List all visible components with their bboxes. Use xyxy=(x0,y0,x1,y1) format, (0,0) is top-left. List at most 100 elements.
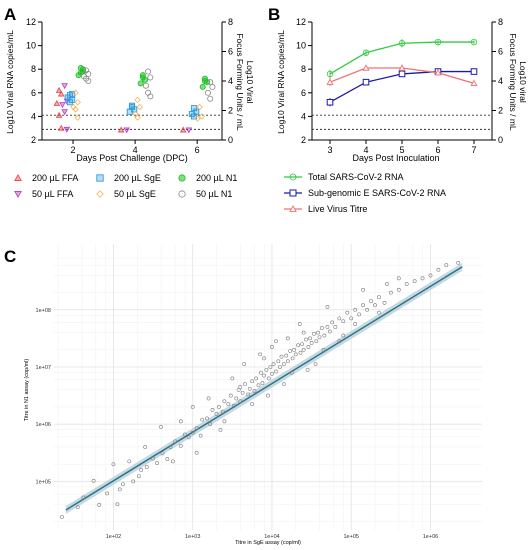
panel-a-y2-tick-label: 4 xyxy=(228,76,233,86)
panel-c-point xyxy=(292,347,297,352)
panel-c-point xyxy=(232,403,236,408)
panel-a-point xyxy=(194,115,201,122)
panel-b-y-tick-label: 8 xyxy=(301,64,306,74)
panel-c-x-tick-label: 1e+03 xyxy=(185,534,200,540)
panel-c-point xyxy=(266,376,271,381)
panel-c-point xyxy=(313,362,318,367)
panel-c-point xyxy=(258,352,262,357)
panel-c-point xyxy=(314,339,319,344)
panel-c-marks xyxy=(60,260,463,519)
panel-b-x-axis-label: Days Post Inoculation xyxy=(352,153,439,163)
panel-c-point xyxy=(264,367,269,372)
panel-a-legend-label: 200 µL N1 xyxy=(196,173,237,183)
panel-a-legend-marker xyxy=(178,174,186,182)
panel-a-y-tick-label: 6 xyxy=(31,88,36,98)
panel-c-point xyxy=(198,433,203,438)
panel-c-point xyxy=(377,310,381,315)
panel-c-y-tick-label: 1e+05 xyxy=(36,479,51,485)
panel-c-point xyxy=(220,409,225,414)
panel-b-y2-tick-label: 4 xyxy=(498,76,503,86)
panel-b-legend-label: Live Virus Titre xyxy=(308,204,367,214)
panel-c-point xyxy=(428,273,433,278)
panel-a-point xyxy=(128,103,136,111)
panel-a-y-tick-label: 4 xyxy=(31,111,36,121)
panel-b-x-tick-label: 6 xyxy=(435,145,440,155)
panel-b-y-tick-label: 12 xyxy=(296,17,306,27)
panel-c-point xyxy=(316,330,320,335)
panel-c-point xyxy=(230,376,235,381)
panel-c-point xyxy=(226,402,231,407)
panel-c-point xyxy=(260,381,265,385)
panel-a-point xyxy=(53,99,61,106)
panel-c-point xyxy=(456,260,461,265)
panel-c-point xyxy=(306,345,311,349)
panel-a-legend-marker xyxy=(14,191,22,199)
panel-c-point xyxy=(382,301,387,305)
panel-c-point xyxy=(254,376,259,381)
panel-c-point xyxy=(281,362,286,367)
panel-c-point xyxy=(242,362,247,367)
panel-b-y-axis-label: Log10 Viral RNA copies/mL xyxy=(276,30,286,134)
panel-c-point xyxy=(210,407,215,412)
panel-a-point xyxy=(199,83,206,90)
panel-b-y2-axis-label-2: Focus Forming Units / mL xyxy=(508,33,518,131)
panel-c-x-tick-label: 1e+02 xyxy=(106,534,121,540)
panel-b-legend-marker xyxy=(289,189,297,197)
panel-c-point xyxy=(284,353,289,358)
panel-c-point xyxy=(115,502,120,507)
panel-a-point xyxy=(179,126,187,133)
panel-c-point xyxy=(247,386,252,391)
panel-a-legend-marker xyxy=(14,173,22,181)
panel-c-point xyxy=(143,445,148,449)
panel-b-point xyxy=(470,79,478,87)
panel-c-point xyxy=(160,451,165,456)
panel-a-point xyxy=(123,127,131,134)
panel-c-point xyxy=(155,461,159,465)
panel-a-point xyxy=(145,68,152,75)
panel-c-point xyxy=(369,299,373,304)
panel-c-point xyxy=(289,370,294,375)
panel-c-point xyxy=(290,356,295,361)
panel-a-point xyxy=(185,127,193,134)
panel-b-y2-tick-label: 0 xyxy=(498,135,503,145)
panel-c-point xyxy=(304,337,308,342)
panel-c-point xyxy=(206,396,211,401)
panel-c-point xyxy=(296,343,301,348)
panel-c-point xyxy=(388,290,393,295)
panel-b-legend: Total SARS-CoV-2 RNA Sub-genomic E SARS-C… xyxy=(284,172,446,214)
panel-a-legend-marker xyxy=(96,190,104,198)
panel-a-point xyxy=(134,96,141,104)
panel-c-point xyxy=(300,342,304,347)
panel-a-legend-label: 50 µL SgE xyxy=(114,189,156,199)
panel-c-point xyxy=(349,316,354,321)
panel-c-point xyxy=(384,282,389,286)
panel-c-point xyxy=(190,430,195,435)
panel-c-point xyxy=(301,330,306,335)
panel-c-point xyxy=(308,336,312,341)
panel-c-point xyxy=(194,450,199,455)
panel-c-point xyxy=(243,382,247,387)
panel-c-label: C xyxy=(4,247,16,266)
panel-a-x-tick-label: 4 xyxy=(133,145,138,155)
panel-a-point xyxy=(207,79,214,86)
panel-c-point xyxy=(353,307,358,312)
panel-c-point xyxy=(236,387,241,392)
panel-c-point xyxy=(144,465,149,469)
panel-b-y-tick-label: 4 xyxy=(301,111,306,121)
panel-c-point xyxy=(396,276,401,281)
panel-c-point xyxy=(317,335,322,340)
panel-c-point xyxy=(268,365,273,369)
panel-c-point xyxy=(111,462,116,467)
panel-c-point xyxy=(361,287,366,292)
panel-c-point xyxy=(270,345,274,349)
panel-b-axes: 2 4 6 8 10 12 0 2 4 6 8 3 4 5 6 7 xyxy=(296,17,503,155)
panel-a-point xyxy=(142,82,149,89)
panel-c-fit-line xyxy=(65,266,463,511)
panel-b-y2-axis-label-1: Log10 viral xyxy=(518,61,528,103)
panel-a-point xyxy=(196,103,203,111)
panel-c-point xyxy=(234,396,239,401)
panel-c-point xyxy=(321,347,326,352)
panel-a-label: A xyxy=(4,5,16,24)
panel-c-point xyxy=(285,359,290,364)
panel-b-point xyxy=(362,64,370,71)
